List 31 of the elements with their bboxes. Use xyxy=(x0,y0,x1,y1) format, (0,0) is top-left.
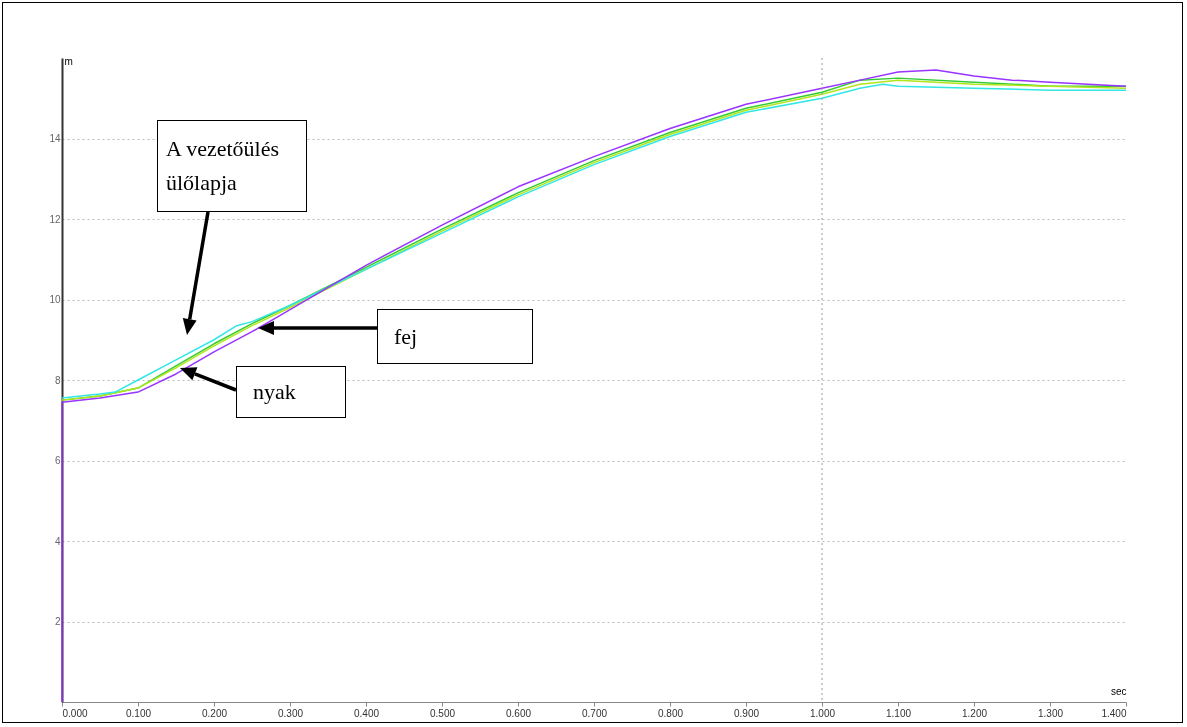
y-tick-label: 12 xyxy=(49,213,61,225)
y-tick-label: 2 xyxy=(54,616,61,627)
x-tick-label: 0.500 xyxy=(429,707,456,719)
x-tick-label: 1.000 xyxy=(809,707,836,719)
y-tick-label: 10 xyxy=(49,294,61,305)
x-tick-label: 1.400 xyxy=(1101,707,1127,719)
x-tick-label: 0.000 xyxy=(62,707,88,719)
x-tick-label: 1.100 xyxy=(885,707,912,719)
y-tick-label: 6 xyxy=(54,455,61,466)
y-tick-label: 8 xyxy=(54,374,61,386)
x-tick-label: 0.600 xyxy=(505,707,532,719)
x-tick-label: 0.100 xyxy=(125,707,152,719)
x-tick-label: 1.300 xyxy=(1037,707,1064,719)
x-tick-label: 0.400 xyxy=(353,707,380,719)
line-series xyxy=(61,69,1127,703)
x-tick-label: 0.900 xyxy=(733,707,760,719)
x-tick-label: 0.700 xyxy=(581,707,608,719)
y-tick-label: 14 xyxy=(49,133,61,144)
y-tick-label: 4 xyxy=(54,535,61,547)
text-box: A vezetőülés ülőlapja xyxy=(157,120,307,212)
x-tick-label: 0.800 xyxy=(657,707,684,719)
x-tick-label: 1.200 xyxy=(961,707,988,719)
x-tick-label: 0.300 xyxy=(277,707,304,719)
text-box: nyak xyxy=(236,366,346,418)
annotation: fej xyxy=(394,322,418,351)
x-axis-title: sec xyxy=(1110,685,1127,697)
x-tick-label: 0.200 xyxy=(201,707,228,719)
annotation: nyak xyxy=(253,378,296,406)
text-box: fej xyxy=(377,309,533,364)
y-axis-title: m xyxy=(64,55,73,67)
annotation: A vezetőülés ülőlapja xyxy=(166,135,281,197)
